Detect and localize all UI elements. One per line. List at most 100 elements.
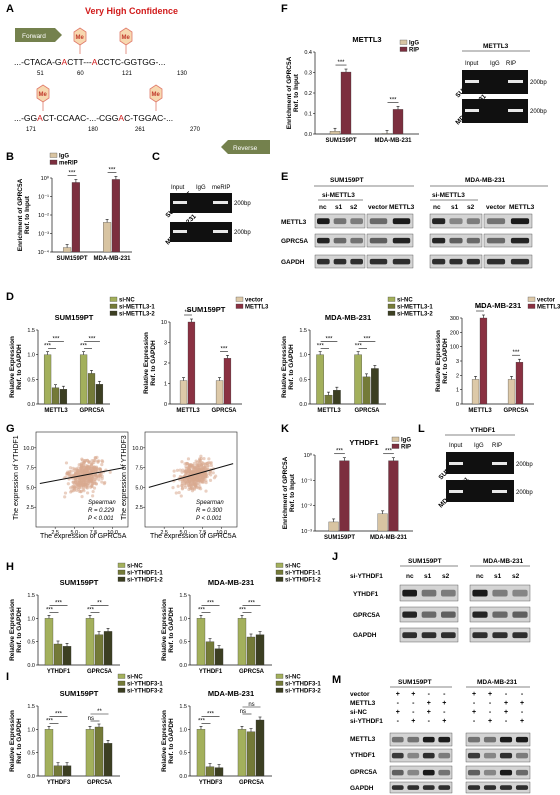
y-tick-label: 1.0 — [27, 353, 35, 359]
condition-sign: - — [428, 691, 431, 698]
blot-band — [350, 258, 363, 265]
scatter-point — [180, 481, 184, 486]
gel-col-label: meRIP — [212, 185, 230, 191]
blot-band — [466, 237, 480, 244]
lane-label: s1 — [494, 573, 502, 580]
trend-line — [148, 463, 234, 488]
scatter-point — [97, 478, 101, 482]
forward-label: Forward — [22, 33, 46, 40]
x-tick-label: 2.5 — [51, 530, 59, 536]
y-tick-label: 0.0 — [27, 402, 35, 408]
scatter-point — [91, 489, 95, 494]
condition-sign: + — [488, 691, 492, 698]
reverse-label: Reverse — [233, 145, 258, 152]
sig-label: *** — [317, 344, 325, 350]
x-tick-label: 10.0 — [107, 530, 118, 536]
scatter-point — [176, 484, 180, 488]
x-tick-label: MDA-MB-231 — [93, 256, 131, 262]
me-marker-1: Me — [73, 27, 87, 54]
legend-swatch — [235, 303, 244, 309]
blot-band — [449, 218, 463, 225]
y-tick-label: 1.0 — [179, 616, 187, 622]
gel-title: METTL3 — [483, 43, 509, 50]
bar — [94, 726, 104, 777]
lane-label: s1 — [335, 204, 343, 211]
sig-label: ** — [97, 600, 102, 606]
blot-band — [492, 589, 508, 597]
condition-label: si-NC — [350, 709, 367, 716]
scatter-point — [172, 474, 176, 478]
scatter-point — [64, 475, 68, 479]
panel-d-chart-2: SUM159PT 0 1 2 3 10 Relative Expression Ref. to… — [143, 296, 269, 414]
y-tick-label: 10⁻⁴ — [38, 249, 50, 256]
condition-sign: + — [427, 709, 431, 716]
scatter-point — [187, 465, 191, 469]
scatter-point — [186, 457, 191, 461]
blot-band — [422, 785, 435, 790]
blot-band — [472, 632, 488, 639]
sig-label: *** — [512, 350, 520, 356]
panel-c-gel: Input IgG meRIP SUM159PT MDA-MB-231 200b… — [164, 185, 251, 246]
bar — [79, 354, 88, 405]
panel-h-chart-1: SUM159PT 0.0 0.5 1.0 1.5 Relative Expression R… — [9, 562, 163, 675]
legend-swatch — [527, 296, 536, 302]
scatter-point — [108, 470, 112, 474]
blot-strip — [469, 584, 531, 602]
bar — [223, 358, 232, 405]
blot-strip — [483, 233, 533, 248]
scatter-point — [204, 489, 208, 493]
blot-band — [512, 611, 528, 618]
sig-label: *** — [207, 600, 215, 606]
scatter-point — [90, 484, 94, 488]
scatter-point — [91, 474, 95, 478]
condition-sign: - — [505, 691, 508, 698]
chart-title: MDA-MB-231 — [475, 301, 521, 310]
y-tick-label: 2.5 — [26, 505, 34, 511]
legend-swatch — [109, 303, 118, 309]
blot-band — [483, 752, 497, 759]
legend-label: si-NC — [127, 675, 143, 681]
y-axis-label: Relative Expression — [161, 710, 168, 772]
blot-band — [492, 611, 508, 618]
y-tick-label: 0.5 — [179, 640, 187, 646]
sig-label: *** — [88, 337, 96, 343]
y-axis-label-2: Ref. to Input — [289, 473, 296, 512]
scatter-point — [71, 466, 75, 470]
blot-band — [392, 258, 411, 265]
y-axis-label: Relative Expression — [9, 599, 16, 661]
sig-label: ns — [88, 716, 94, 722]
legend-label: METTL3 — [245, 305, 269, 311]
scatter-point — [66, 472, 70, 476]
sig-label: ns — [240, 709, 246, 715]
si-label: si-METTL3 — [322, 192, 355, 199]
x-tick-label: 5.0 — [180, 530, 188, 536]
scatter-point — [171, 485, 175, 490]
scatter-point — [199, 454, 203, 458]
bar — [53, 643, 63, 666]
x-tick-label: GPRC5A — [503, 408, 529, 414]
gel-col-label: RIP — [506, 61, 516, 67]
blot-band — [369, 237, 388, 244]
scatter-point — [184, 461, 189, 466]
lane-label: s2 — [350, 204, 358, 211]
y-tick-label: 0.5 — [179, 751, 187, 757]
protein-label: YTHDF1 — [353, 591, 379, 598]
scatter-point — [180, 487, 185, 491]
bar — [62, 646, 72, 666]
lane-label: s1 — [424, 573, 432, 580]
sig-label: *** — [325, 337, 333, 343]
y-tick-label: 10⁻³ — [38, 232, 49, 238]
bar — [507, 379, 516, 405]
y-axis-label-2: Ref. to Input — [293, 73, 300, 112]
y-tick-label: 1.5 — [179, 593, 187, 599]
x-tick-label: METTL3 — [468, 408, 492, 414]
seq-position: 261 — [135, 127, 146, 133]
scatter-point — [69, 490, 73, 494]
legend-swatch — [399, 46, 408, 52]
scatter-point — [95, 475, 99, 479]
lane-label: METTL3 — [509, 204, 535, 211]
scatter-point — [96, 459, 100, 463]
stat-r: R = 0.229 — [88, 508, 115, 514]
blot-band — [483, 785, 497, 790]
lane-label: s2 — [442, 573, 450, 580]
